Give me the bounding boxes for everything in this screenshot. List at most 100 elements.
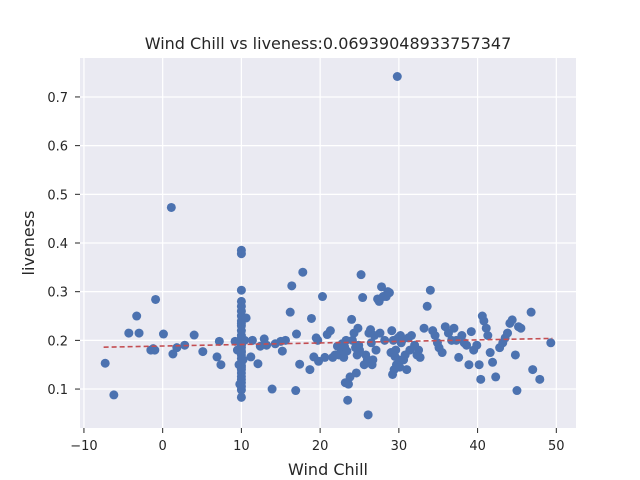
data-point bbox=[236, 362, 246, 372]
data-point bbox=[216, 360, 226, 370]
y-tick-label: 0.5 bbox=[47, 188, 68, 203]
data-point bbox=[402, 365, 412, 375]
data-point bbox=[151, 294, 161, 304]
data-point bbox=[366, 338, 376, 348]
data-point bbox=[457, 331, 467, 340]
data-point bbox=[387, 326, 397, 336]
data-point bbox=[510, 350, 520, 360]
data-point bbox=[325, 326, 335, 336]
data-point bbox=[526, 307, 536, 317]
data-point bbox=[356, 270, 366, 280]
data-point bbox=[430, 331, 440, 340]
data-point bbox=[280, 335, 290, 345]
x-axis-label: Wind Chill bbox=[288, 460, 368, 479]
data-point bbox=[343, 379, 353, 389]
x-tick-label: 10 bbox=[233, 439, 250, 454]
data-point bbox=[392, 72, 402, 81]
data-point bbox=[476, 374, 486, 384]
data-point bbox=[236, 285, 246, 295]
data-point bbox=[406, 331, 416, 340]
data-point bbox=[479, 316, 489, 326]
data-point bbox=[172, 343, 182, 353]
data-point bbox=[285, 307, 295, 317]
y-axis-label: liveness bbox=[19, 211, 38, 276]
data-point bbox=[253, 359, 263, 369]
data-point bbox=[546, 338, 556, 348]
data-point bbox=[384, 288, 394, 298]
data-point bbox=[368, 355, 378, 365]
data-point bbox=[241, 313, 251, 323]
data-point bbox=[124, 328, 134, 338]
data-point bbox=[236, 348, 246, 358]
data-point bbox=[414, 345, 424, 355]
data-point bbox=[377, 282, 387, 292]
data-point bbox=[358, 293, 368, 303]
axis-ticks: −10 0 10 20 30 40 50 0.1 0.2 0.3 0.4 0.5 0.6 0.7 bbox=[47, 91, 564, 454]
data-point bbox=[238, 355, 248, 365]
trendline-path bbox=[103, 337, 553, 348]
data-point bbox=[262, 340, 272, 350]
data-point bbox=[454, 352, 464, 362]
data-point bbox=[246, 352, 256, 362]
x-tick-label: 0 bbox=[159, 439, 167, 454]
data-point bbox=[466, 327, 476, 337]
data-point bbox=[351, 368, 361, 378]
x-tick-label: 40 bbox=[469, 439, 486, 454]
data-point bbox=[236, 392, 246, 402]
data-point bbox=[462, 340, 472, 350]
data-point bbox=[380, 335, 390, 345]
data-point bbox=[528, 365, 538, 375]
data-point bbox=[395, 362, 405, 372]
data-point bbox=[247, 335, 257, 345]
x-tick-label: 50 bbox=[548, 439, 565, 454]
data-point bbox=[371, 345, 381, 355]
data-point bbox=[375, 328, 385, 338]
data-point bbox=[353, 323, 363, 333]
y-tick-label: 0.6 bbox=[47, 140, 68, 155]
x-tick-label: 20 bbox=[312, 439, 329, 454]
data-point bbox=[472, 340, 482, 350]
x-tick-label: −10 bbox=[70, 439, 97, 454]
data-point bbox=[491, 372, 501, 382]
data-point bbox=[240, 335, 250, 345]
data-point bbox=[425, 285, 435, 295]
y-tick-label: 0.3 bbox=[47, 286, 68, 301]
data-point bbox=[287, 281, 297, 291]
data-point bbox=[419, 323, 429, 333]
data-point bbox=[236, 249, 246, 259]
data-point bbox=[449, 323, 459, 333]
data-point bbox=[277, 346, 287, 356]
data-point bbox=[437, 348, 447, 358]
data-point bbox=[464, 360, 474, 370]
data-point bbox=[354, 345, 364, 355]
data-point bbox=[320, 352, 330, 362]
data-point bbox=[507, 315, 517, 325]
y-tick-label: 0.7 bbox=[47, 91, 68, 106]
data-point bbox=[488, 357, 498, 367]
data-point bbox=[132, 311, 142, 321]
data-point bbox=[236, 385, 246, 395]
data-point bbox=[317, 292, 327, 302]
data-point bbox=[166, 202, 176, 212]
data-point bbox=[189, 330, 199, 340]
data-point bbox=[109, 390, 119, 400]
data-point bbox=[214, 336, 224, 346]
data-point bbox=[198, 347, 208, 357]
data-point bbox=[485, 348, 495, 358]
trendline bbox=[103, 337, 553, 348]
y-tick-label: 0.1 bbox=[47, 383, 68, 398]
data-point bbox=[342, 346, 352, 356]
data-point bbox=[347, 314, 357, 324]
data-point bbox=[503, 328, 513, 338]
grid-lines bbox=[80, 58, 576, 428]
data-point bbox=[291, 386, 301, 396]
data-point bbox=[363, 410, 373, 420]
data-points bbox=[100, 72, 556, 420]
data-point bbox=[422, 301, 432, 311]
data-point bbox=[134, 328, 144, 338]
data-point bbox=[150, 345, 160, 355]
data-point bbox=[483, 331, 493, 340]
data-point bbox=[267, 384, 277, 394]
data-point bbox=[158, 329, 168, 339]
data-point bbox=[391, 345, 401, 355]
